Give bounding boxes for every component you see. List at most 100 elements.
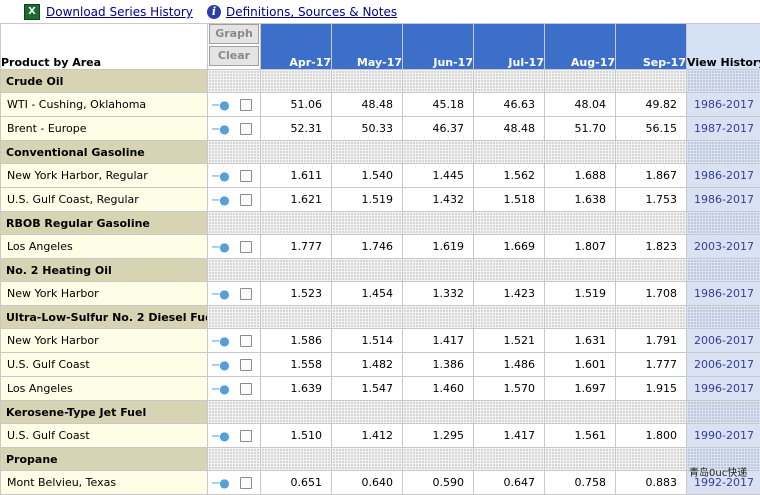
price-cell: 0.758 <box>545 471 616 495</box>
graph-button[interactable]: Graph <box>209 24 259 44</box>
category-filler <box>687 212 760 235</box>
category-filler <box>208 401 261 424</box>
product-name: Los Angeles <box>1 235 208 259</box>
category-filler <box>208 259 261 282</box>
series-checkbox[interactable] <box>240 335 252 347</box>
series-select-cell: ─● <box>208 188 261 212</box>
key-icon[interactable]: ─● <box>212 100 230 110</box>
view-history-link[interactable]: 1986-2017 <box>694 169 754 182</box>
price-cell: 1.800 <box>616 424 687 448</box>
price-cell: 1.753 <box>616 188 687 212</box>
view-history-cell: 2006-2017 <box>687 353 760 377</box>
price-cell: 1.540 <box>332 164 403 188</box>
price-cell: 0.640 <box>332 471 403 495</box>
key-icon[interactable]: ─● <box>212 242 230 252</box>
key-icon[interactable]: ─● <box>212 478 230 488</box>
price-cell: 45.18 <box>403 93 474 117</box>
price-cell: 1.611 <box>261 164 332 188</box>
price-cell: 1.688 <box>545 164 616 188</box>
price-cell: 1.482 <box>332 353 403 377</box>
clear-button[interactable]: Clear <box>209 46 259 66</box>
series-checkbox[interactable] <box>240 383 252 395</box>
view-history-link[interactable]: 1986-2017 <box>694 193 754 206</box>
key-icon[interactable]: ─● <box>212 336 230 346</box>
key-icon[interactable]: ─● <box>212 360 230 370</box>
view-history-link[interactable]: 1996-2017 <box>694 382 754 395</box>
price-cell: 1.332 <box>403 282 474 306</box>
view-history-link[interactable]: 1990-2017 <box>694 429 754 442</box>
category-filler <box>545 70 616 93</box>
category-filler <box>687 141 760 164</box>
price-cell: 1.510 <box>261 424 332 448</box>
series-checkbox[interactable] <box>240 123 252 135</box>
price-cell: 1.746 <box>332 235 403 259</box>
price-cell: 1.412 <box>332 424 403 448</box>
price-cell: 1.523 <box>261 282 332 306</box>
price-cell: 1.669 <box>474 235 545 259</box>
key-icon[interactable]: ─● <box>212 171 230 181</box>
series-checkbox[interactable] <box>240 170 252 182</box>
product-name: U.S. Gulf Coast <box>1 424 208 448</box>
price-cell: 1.619 <box>403 235 474 259</box>
watermark-text: 青岛0uc快递 <box>689 464 747 479</box>
price-cell: 51.06 <box>261 93 332 117</box>
category-filler <box>616 401 687 424</box>
category-filler <box>687 70 760 93</box>
download-series-history-label[interactable]: Download Series History <box>46 5 193 19</box>
category-filler <box>208 306 261 329</box>
category-filler <box>616 448 687 471</box>
category-filler <box>208 70 261 93</box>
price-cell: 0.651 <box>261 471 332 495</box>
category-row: Propane <box>1 448 760 471</box>
category-row: Conventional Gasoline <box>1 141 760 164</box>
month-header: Jul-17 <box>474 24 545 70</box>
view-history-link[interactable]: 1987-2017 <box>694 122 754 135</box>
series-checkbox[interactable] <box>240 477 252 489</box>
series-checkbox[interactable] <box>240 288 252 300</box>
category-filler <box>616 70 687 93</box>
key-icon[interactable]: ─● <box>212 431 230 441</box>
series-checkbox[interactable] <box>240 359 252 371</box>
key-icon[interactable]: ─● <box>212 384 230 394</box>
view-history-link[interactable]: 1986-2017 <box>694 287 754 300</box>
series-checkbox[interactable] <box>240 430 252 442</box>
series-select-cell: ─● <box>208 93 261 117</box>
product-name: WTI - Cushing, Oklahoma <box>1 93 208 117</box>
category-filler <box>261 212 332 235</box>
series-checkbox[interactable] <box>240 194 252 206</box>
graph-controls-header: Graph Clear <box>208 24 261 70</box>
product-name: U.S. Gulf Coast <box>1 353 208 377</box>
category-filler <box>545 306 616 329</box>
category-filler <box>474 259 545 282</box>
category-filler <box>545 141 616 164</box>
product-name: New York Harbor <box>1 329 208 353</box>
definitions-sources-notes-link[interactable]: i Definitions, Sources & Notes <box>207 4 397 20</box>
price-cell: 1.417 <box>474 424 545 448</box>
price-cell: 1.867 <box>616 164 687 188</box>
series-checkbox[interactable] <box>240 241 252 253</box>
category-row: RBOB Regular Gasoline <box>1 212 760 235</box>
product-name: Mont Belvieu, Texas <box>1 471 208 495</box>
category-filler <box>332 141 403 164</box>
category-label: Conventional Gasoline <box>1 141 208 164</box>
view-history-link[interactable]: 2006-2017 <box>694 334 754 347</box>
definitions-sources-notes-label[interactable]: Definitions, Sources & Notes <box>226 5 397 19</box>
key-icon[interactable]: ─● <box>212 195 230 205</box>
excel-icon: X <box>24 4 40 20</box>
category-row: No. 2 Heating Oil <box>1 259 760 282</box>
view-history-link[interactable]: 2003-2017 <box>694 240 754 253</box>
key-icon[interactable]: ─● <box>212 289 230 299</box>
view-history-link[interactable]: 2006-2017 <box>694 358 754 371</box>
category-filler <box>616 141 687 164</box>
download-series-history-link[interactable]: X Download Series History <box>24 4 193 20</box>
category-filler <box>545 259 616 282</box>
month-header: Aug-17 <box>545 24 616 70</box>
key-icon[interactable]: ─● <box>212 124 230 134</box>
category-filler <box>474 70 545 93</box>
series-checkbox[interactable] <box>240 99 252 111</box>
price-cell: 51.70 <box>545 117 616 141</box>
view-history-link[interactable]: 1986-2017 <box>694 98 754 111</box>
